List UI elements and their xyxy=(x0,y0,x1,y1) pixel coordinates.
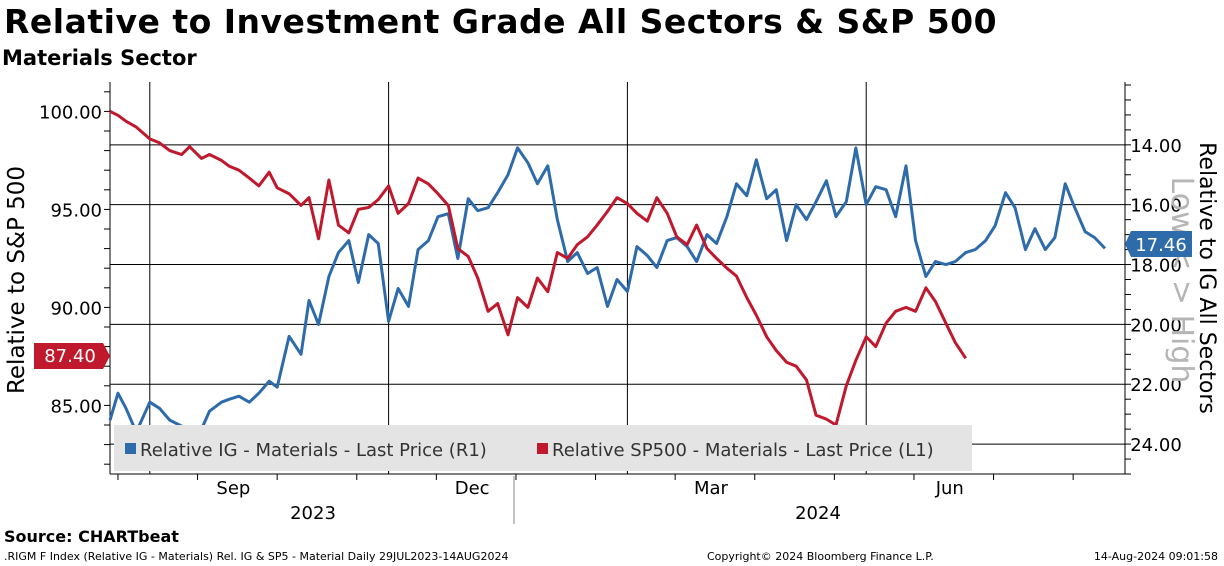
left-ticks: 85.00 90.00 95.00 100.00 xyxy=(39,91,110,465)
x-ticks: Sep Dec Mar Jun xyxy=(117,474,1074,499)
right-tick-label: 14.00 xyxy=(1130,136,1182,157)
right-tick-label: 22.00 xyxy=(1130,375,1182,396)
chart-subtitle: Materials Sector xyxy=(2,46,197,70)
right-tick-label: 20.00 xyxy=(1130,315,1182,336)
legend: Relative IG - Materials - Last Price (R1… xyxy=(114,425,972,471)
right-axis-title: Relative to IG All Sectors xyxy=(1194,142,1219,414)
legend-swatch-sp500 xyxy=(537,443,548,454)
last-value-tag-ig: 17.46 xyxy=(1125,231,1192,257)
legend-label-sp500: Relative SP500 - Materials - Last Price … xyxy=(552,440,934,461)
low-high-watermark: Low < > High xyxy=(1164,177,1199,384)
chart-title: Relative to Investment Grade All Sectors… xyxy=(4,2,998,41)
last-value-ig: 17.46 xyxy=(1135,235,1187,256)
footer-index-info: .RIGM F Index (Relative IG - Materials) … xyxy=(4,550,509,563)
left-tick-label: 85.00 xyxy=(50,396,102,417)
last-value-tag-ig-shape xyxy=(1125,231,1192,257)
year-label-2024: 2024 xyxy=(795,503,841,524)
x-month-label: Mar xyxy=(694,478,729,499)
left-tick-label: 95.00 xyxy=(50,200,102,221)
x-month-label: Dec xyxy=(455,478,490,499)
source-label: Source: CHARTbeat xyxy=(4,527,179,546)
right-tick-label: 16.00 xyxy=(1130,196,1182,217)
x-month-label: Sep xyxy=(216,478,250,499)
right-tick-label: 18.00 xyxy=(1130,256,1182,277)
right-tick-label: 24.00 xyxy=(1130,435,1182,456)
year-label-2023: 2023 xyxy=(290,503,336,524)
left-tick-label: 90.00 xyxy=(50,298,102,319)
left-axis-title: Relative to S&P 500 xyxy=(4,166,30,394)
last-value-tag-sp500-shape xyxy=(34,343,110,369)
last-value-tag-sp500: 87.40 xyxy=(34,343,110,369)
footer-copyright: Copyright© 2024 Bloomberg Finance L.P. xyxy=(707,550,934,563)
horizontal-gridlines xyxy=(110,144,1125,445)
last-value-sp500: 87.40 xyxy=(44,346,96,367)
plot-frame xyxy=(109,82,1126,475)
legend-swatch-ig xyxy=(125,443,136,454)
series-line-relative-ig xyxy=(108,146,1107,437)
legend-label-ig: Relative IG - Materials - Last Price (R1… xyxy=(140,440,487,461)
x-month-label: Jun xyxy=(935,478,964,499)
series-line-relative-sp500 xyxy=(109,110,967,427)
right-ticks: 14.00 16.00 18.00 20.00 22.00 24.00 xyxy=(1125,84,1182,475)
footer-timestamp: 14-Aug-2024 09:01:58 xyxy=(1093,550,1218,563)
vertical-gridlines xyxy=(149,82,867,474)
left-tick-label: 100.00 xyxy=(39,102,102,123)
